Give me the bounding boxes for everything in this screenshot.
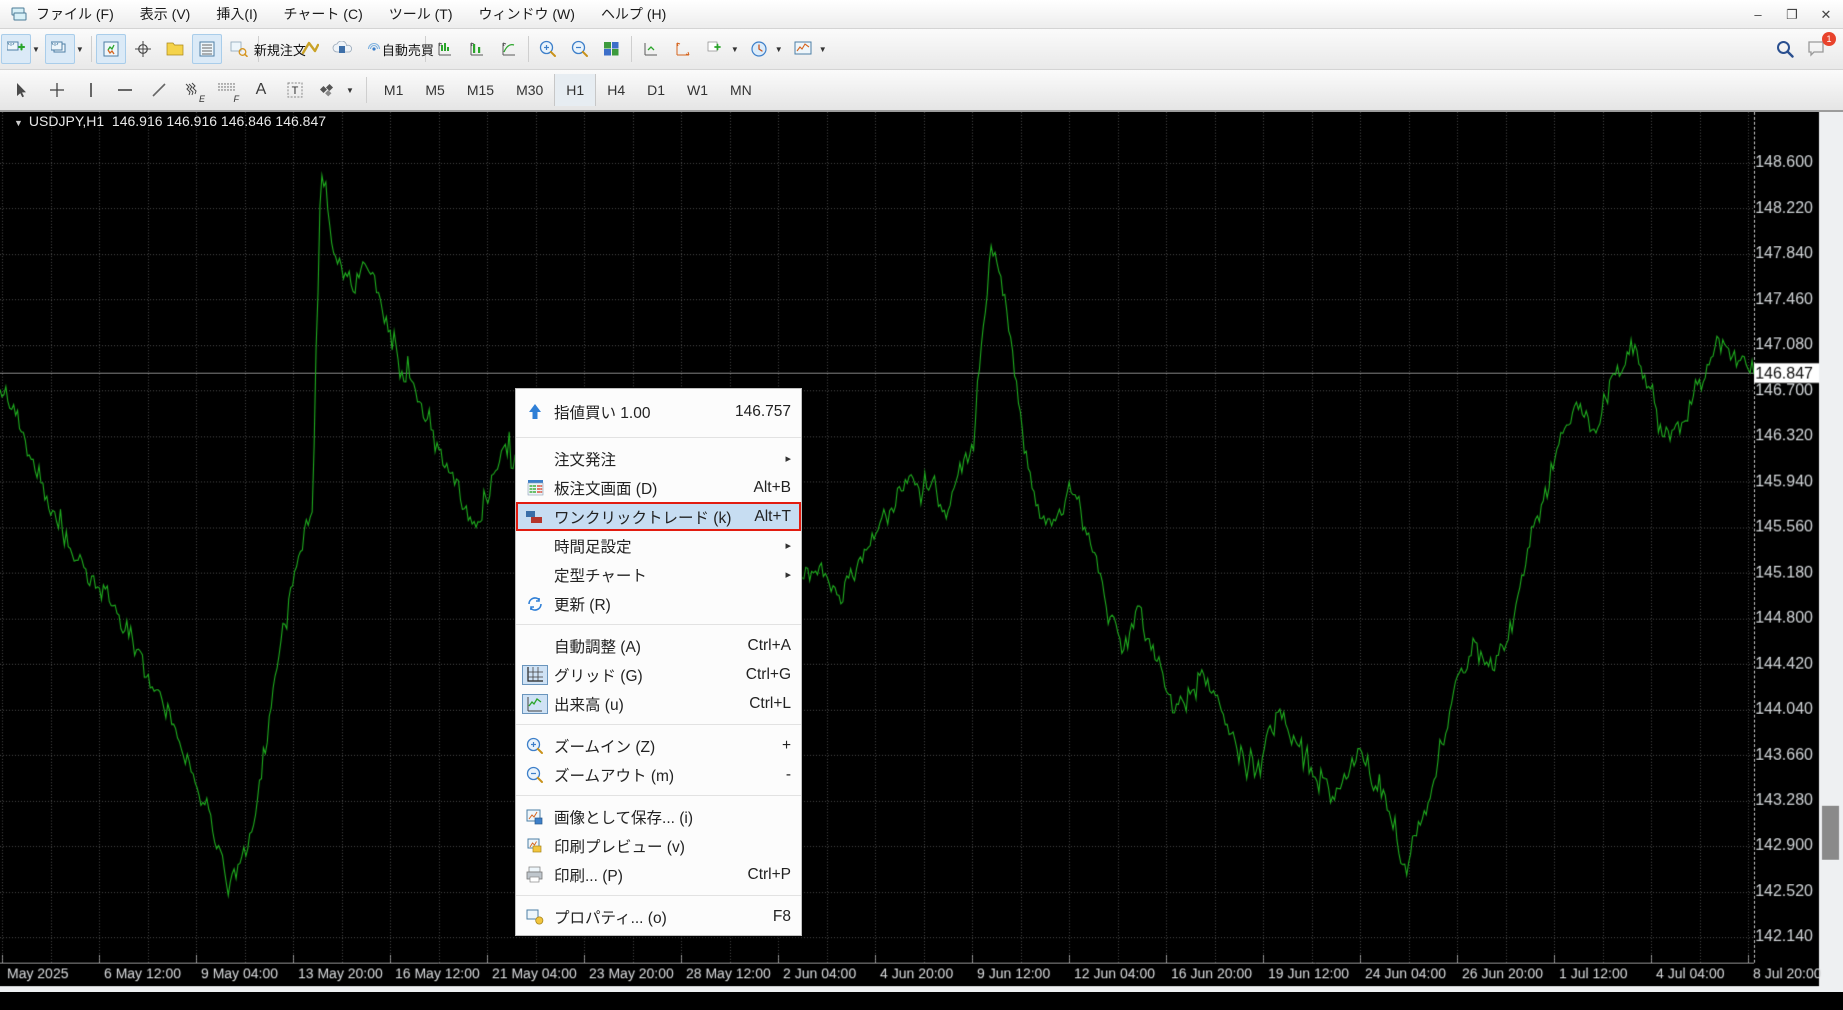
- svg-text:T: T: [292, 85, 299, 97]
